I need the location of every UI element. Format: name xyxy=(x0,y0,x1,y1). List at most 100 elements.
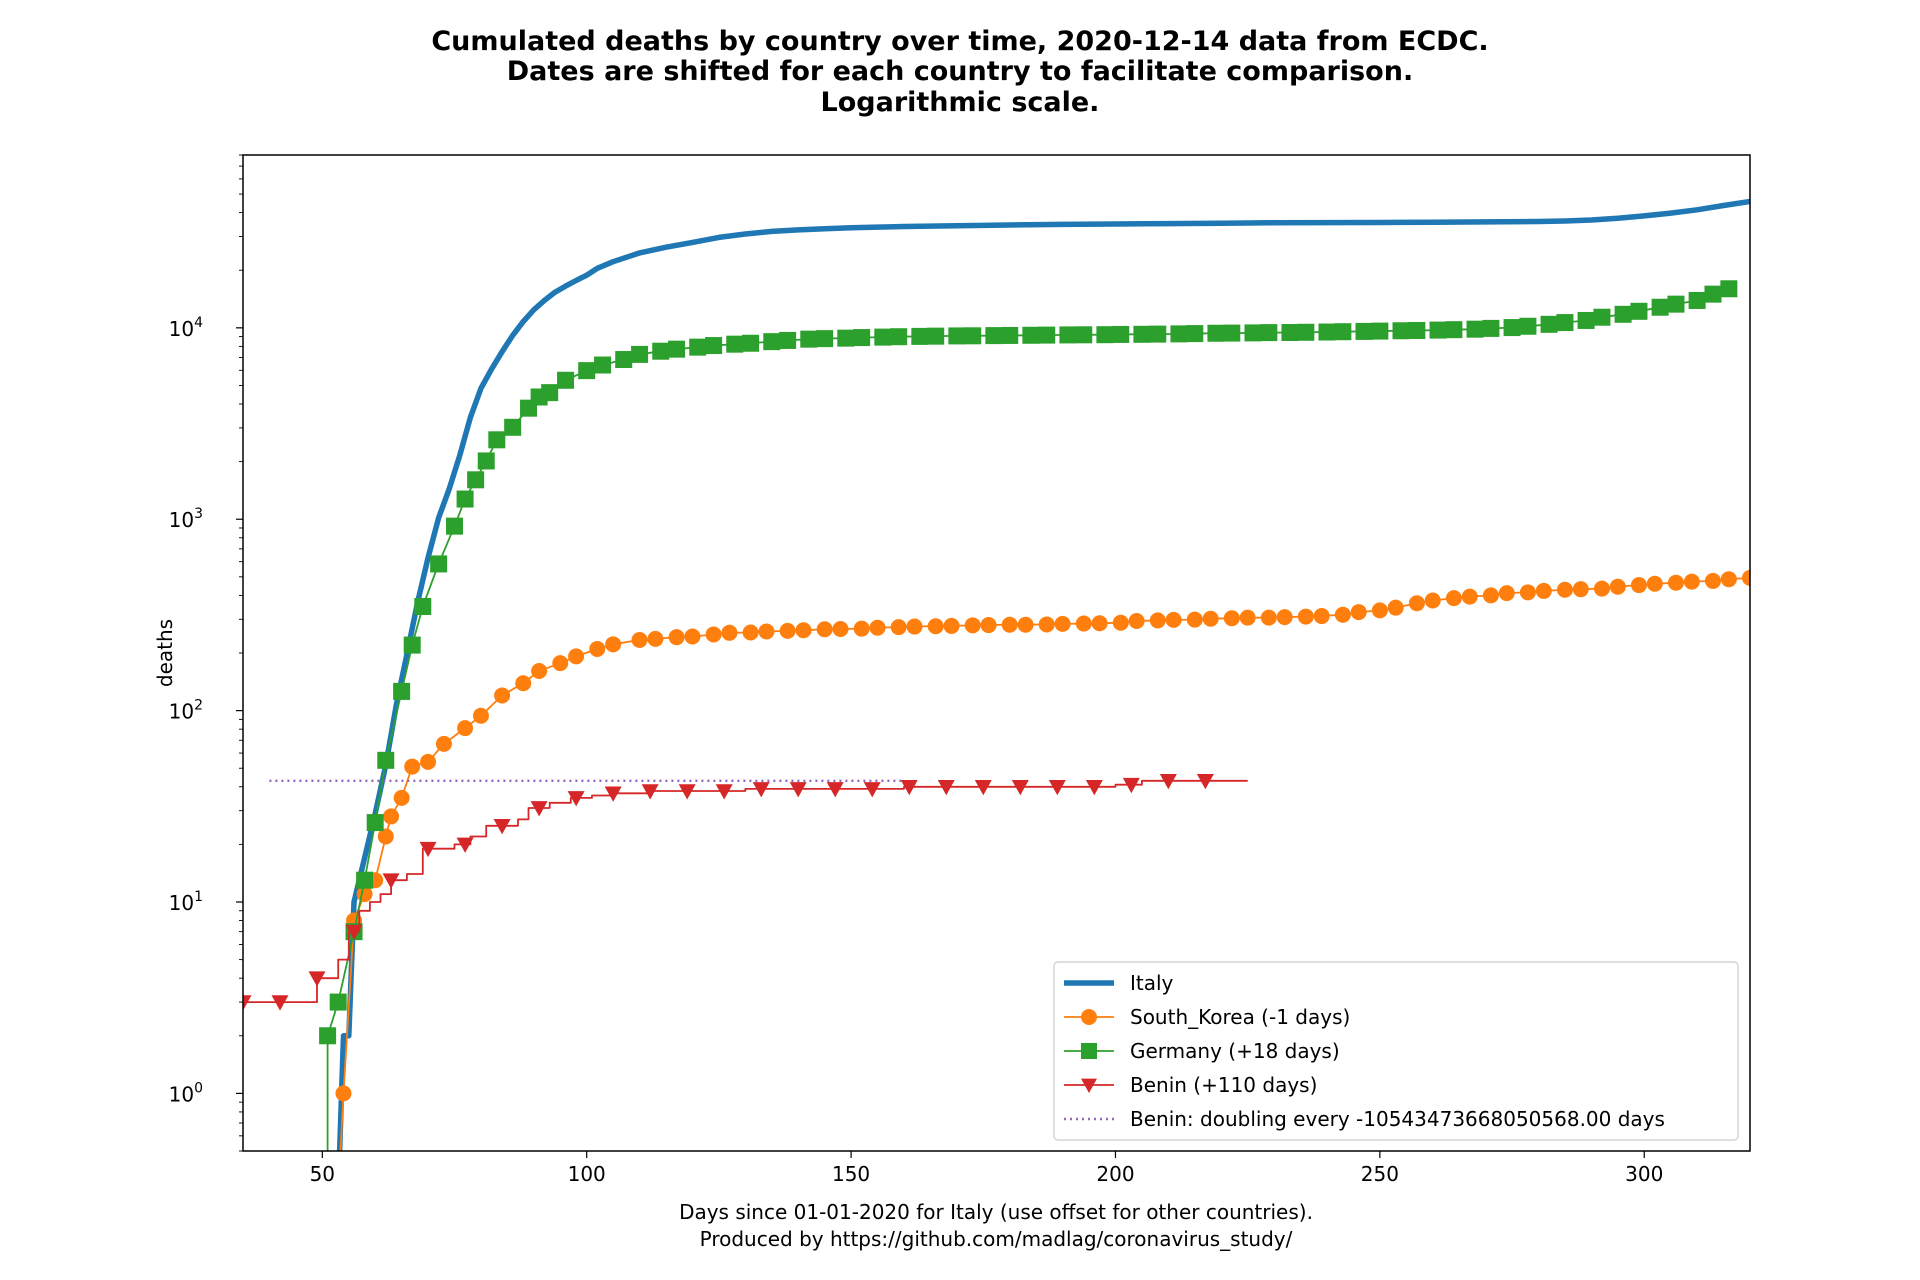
data-point-triangle xyxy=(863,782,881,798)
data-point-circle xyxy=(1646,575,1663,592)
data-point-square xyxy=(1445,321,1463,339)
x-tick-label: 50 xyxy=(310,1162,335,1186)
data-point-circle xyxy=(684,628,701,645)
data-point-triangle xyxy=(900,779,918,796)
data-point-square xyxy=(1059,326,1077,344)
data-point-square xyxy=(1704,285,1722,303)
data-point-square xyxy=(1096,326,1114,344)
data-point-circle xyxy=(1445,590,1462,607)
plot-series xyxy=(243,198,1750,1151)
data-point-square xyxy=(890,328,908,346)
data-point-square xyxy=(1223,324,1241,342)
data-point-triangle xyxy=(1122,777,1140,794)
x-tick-label: 250 xyxy=(1361,1162,1399,1186)
data-point-triangle xyxy=(271,995,289,1011)
y-axis-label: deaths xyxy=(153,619,177,687)
data-point-circle xyxy=(377,828,394,845)
data-point-circle xyxy=(383,808,400,825)
data-point-square xyxy=(1244,324,1262,342)
data-point-circle xyxy=(515,675,532,692)
data-point-circle xyxy=(1609,578,1626,595)
data-point-circle xyxy=(494,687,511,704)
legend-item: Benin: doubling every -10543473668050568… xyxy=(1064,1107,1665,1131)
data-point-square xyxy=(615,351,633,369)
x-tick-label: 200 xyxy=(1096,1162,1134,1186)
data-point-square xyxy=(467,471,485,489)
legend-item: Italy xyxy=(1064,971,1174,995)
data-point-square xyxy=(366,814,384,832)
data-point-square xyxy=(964,327,982,345)
y-tick-label: 104 xyxy=(169,315,203,341)
data-point-square xyxy=(319,1027,337,1045)
data-point-circle xyxy=(1593,580,1610,597)
data-point-square xyxy=(1503,319,1521,337)
legend-item: Germany (+18 days) xyxy=(1064,1039,1340,1063)
data-point-square xyxy=(594,356,612,374)
data-point-circle xyxy=(1667,574,1684,591)
data-point-circle xyxy=(404,758,421,775)
data-point-circle xyxy=(589,640,606,657)
data-point-triangle xyxy=(1011,779,1029,796)
series-0 xyxy=(336,198,1750,1151)
data-point-circle xyxy=(1350,604,1367,621)
data-point-square xyxy=(541,384,559,402)
data-point-circle xyxy=(605,636,622,653)
data-point-square xyxy=(578,362,596,380)
x-axis-label-line-2: Produced by https://github.com/madlag/co… xyxy=(700,1227,1293,1251)
data-point-square xyxy=(668,340,686,358)
data-point-triangle xyxy=(715,784,733,800)
data-point-square xyxy=(1186,325,1204,343)
data-point-square xyxy=(1519,317,1537,335)
data-point-circle xyxy=(1186,611,1203,628)
data-point-triangle xyxy=(1081,1078,1097,1093)
data-point-circle xyxy=(1683,573,1700,590)
data-point-square xyxy=(985,327,1003,345)
data-point-circle xyxy=(1498,585,1515,602)
data-point-circle xyxy=(1313,608,1330,625)
data-point-square xyxy=(1667,295,1685,313)
legend-label: Benin (+110 days) xyxy=(1130,1073,1317,1097)
data-point-square xyxy=(1720,280,1738,298)
data-point-square xyxy=(1281,323,1299,341)
data-point-triangle xyxy=(752,782,770,798)
series-1 xyxy=(335,569,1750,1151)
data-point-square xyxy=(1022,326,1040,344)
data-point-circle xyxy=(1461,588,1478,605)
data-point-square xyxy=(927,327,945,345)
data-point-circle xyxy=(1260,609,1277,626)
y-tick-label: 102 xyxy=(169,698,203,724)
data-point-circle xyxy=(832,620,849,637)
legend-item: Benin (+110 days) xyxy=(1064,1073,1317,1097)
data-point-circle xyxy=(1149,612,1166,629)
data-point-circle xyxy=(647,630,664,647)
data-point-circle xyxy=(1742,569,1750,586)
data-point-square xyxy=(477,452,495,470)
data-point-square xyxy=(763,333,781,351)
data-point-triangle xyxy=(826,782,844,798)
data-point-circle xyxy=(1081,1009,1097,1025)
data-point-circle xyxy=(1482,587,1499,604)
data-point-square xyxy=(1297,323,1315,341)
chart-title-line-1: Cumulated deaths by country over time, 2… xyxy=(431,26,1488,57)
data-point-circle xyxy=(869,619,886,636)
data-point-square xyxy=(1207,324,1225,342)
data-point-circle xyxy=(552,655,569,672)
data-point-circle xyxy=(1535,582,1552,599)
data-point-circle xyxy=(1387,599,1404,616)
data-point-circle xyxy=(1334,606,1351,623)
data-point-triangle xyxy=(1085,779,1103,796)
data-point-square xyxy=(1170,325,1188,343)
y-tick-label: 101 xyxy=(169,889,203,915)
data-point-circle xyxy=(943,617,960,634)
data-point-square xyxy=(1593,308,1611,326)
data-point-square xyxy=(1149,325,1167,343)
data-point-circle xyxy=(1112,614,1129,631)
data-point-circle xyxy=(1276,609,1293,626)
data-point-square xyxy=(1112,325,1130,343)
data-point-square xyxy=(1540,315,1558,333)
y-axis-ticks: 100 101 102 103 104 xyxy=(169,154,243,1152)
data-point-square xyxy=(446,517,464,535)
data-point-square xyxy=(377,751,395,769)
data-point-square xyxy=(1334,323,1352,341)
data-point-square xyxy=(1408,321,1426,339)
